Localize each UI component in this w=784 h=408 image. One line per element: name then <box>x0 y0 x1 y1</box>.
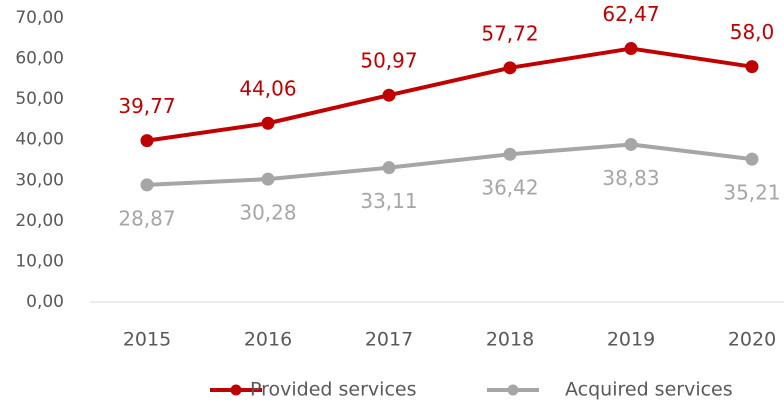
data-point <box>382 161 396 175</box>
data-label: 28,87 <box>118 206 175 230</box>
y-tick-label: 30,00 <box>15 170 64 190</box>
data-label: 39,77 <box>118 94 175 118</box>
data-label: 62,47 <box>602 2 659 26</box>
x-tick-label: 2016 <box>244 329 292 351</box>
data-point <box>745 60 759 74</box>
data-label: 33,11 <box>360 189 417 213</box>
legend-label: Provided services <box>250 379 416 401</box>
y-tick-label: 10,00 <box>15 251 64 271</box>
data-label: 58,0 <box>730 20 775 44</box>
y-tick-label: 0,00 <box>26 292 64 312</box>
y-tick-label: 40,00 <box>15 130 64 150</box>
data-label: 35,21 <box>723 181 780 205</box>
data-point <box>745 152 759 166</box>
legend-marker <box>507 384 519 396</box>
y-tick-label: 50,00 <box>15 89 64 109</box>
series-line <box>146 142 753 187</box>
legend-label: Acquired services <box>565 379 733 401</box>
data-label: 50,97 <box>360 49 417 73</box>
data-point <box>140 178 154 192</box>
data-label: 57,72 <box>481 21 538 45</box>
data-point <box>382 88 396 102</box>
data-label: 38,83 <box>602 166 659 190</box>
y-tick-label: 70,00 <box>15 8 64 28</box>
x-tick-label: 2015 <box>123 329 171 351</box>
data-point <box>261 116 275 130</box>
y-tick-label: 60,00 <box>15 49 64 69</box>
y-tick-label: 20,00 <box>15 211 64 231</box>
data-label: 44,06 <box>239 77 296 101</box>
series-line <box>146 46 753 143</box>
data-label: 30,28 <box>239 201 296 225</box>
x-tick-label: 2017 <box>365 329 413 351</box>
data-point <box>624 42 638 56</box>
x-tick-label: 2020 <box>728 329 776 351</box>
data-point <box>140 134 154 148</box>
legend-marker <box>230 384 242 396</box>
data-point <box>503 61 517 75</box>
data-point <box>261 172 275 186</box>
data-label: 36,42 <box>481 176 538 200</box>
data-point <box>624 137 638 151</box>
x-tick-label: 2019 <box>607 329 655 351</box>
data-point <box>503 147 517 161</box>
x-tick-label: 2018 <box>486 329 534 351</box>
